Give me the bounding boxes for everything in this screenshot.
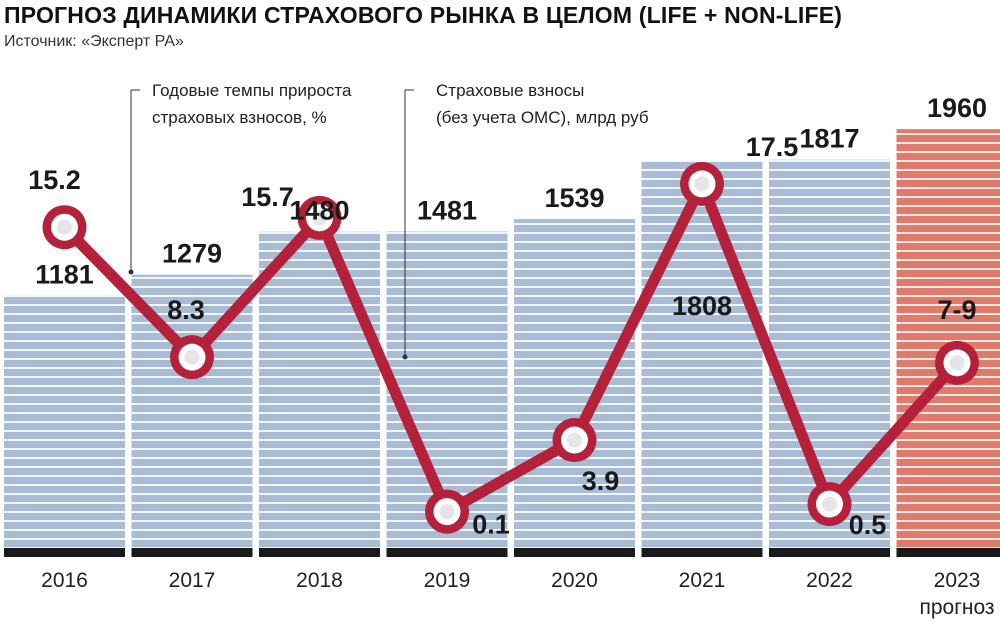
x-tick-2022: 2022: [806, 569, 853, 592]
bar-base-2021: [641, 548, 763, 557]
x-tick-2021: 2021: [679, 569, 726, 592]
bar-label-2023: 1960: [927, 93, 987, 123]
legend-line-name-2: страховых взносов, %: [152, 108, 327, 127]
bar-label-2022: 1817: [799, 124, 859, 154]
x-axis: 2016 2017 2018 2019 2020 2021 2022 2023 прогноз: [41, 569, 994, 619]
x-tick-2019: 2019: [424, 569, 471, 592]
line-label-2023: 7-9: [937, 295, 976, 325]
bar-label-2019: 1481: [417, 196, 477, 226]
line-label-2019: 0.1: [472, 510, 510, 540]
x-tick-2018: 2018: [296, 569, 343, 592]
bar-2022: [769, 159, 890, 549]
line-point-2021: [680, 161, 724, 206]
line-label-2016: 15.2: [28, 165, 81, 195]
bar-base-2017: [131, 548, 253, 557]
line-point-2016: [42, 205, 87, 250]
legend-line-name-1: Годовые темпы прироста: [152, 81, 352, 100]
chart-title: ПРОГНОЗ ДИНАМИКИ СТРАХОВОГО РЫНКА В ЦЕЛО…: [4, 2, 843, 28]
line-label-2021: 17.5: [746, 132, 799, 162]
bar-label-2018: 1480: [289, 196, 349, 226]
bar-2021: [641, 161, 763, 548]
growth-line: [59, 178, 963, 518]
bar-label-2017: 1279: [162, 239, 222, 269]
line-point-2019: [425, 489, 469, 534]
x-tick-2016: 2016: [41, 569, 88, 592]
labels-layer: 1181 1279 1480 1481 1539 1808 1817 1960 15.2 8.3 1…: [28, 93, 987, 540]
legend-line-series: Годовые темпы прироста страховых взносов…: [128, 81, 352, 275]
bar-label-2021: 1808: [672, 291, 732, 321]
line-layer: [42, 161, 979, 534]
x-tick-2023: 2023: [934, 569, 981, 592]
bar-base-2018: [259, 548, 380, 557]
line-label-2018: 15.7: [241, 182, 294, 212]
bar-base-2022: [769, 548, 890, 557]
legend-bar-leader-dot: [402, 354, 408, 360]
x-tick-2020: 2020: [551, 569, 598, 592]
legend-line-leader-dot: [128, 269, 134, 275]
bar-base-2016: [4, 548, 125, 557]
bar-2018: [259, 231, 380, 548]
x-tick-sublabel-2023: прогноз: [919, 596, 994, 619]
bar-base-2020: [514, 548, 635, 557]
line-point-2017: [170, 335, 214, 380]
line-point-2022: [807, 482, 852, 527]
bar-2020: [514, 219, 635, 548]
legend-layer: Годовые темпы прироста страховых взносов…: [128, 81, 649, 360]
legend-bar-name-1: Страховые взносы: [436, 81, 584, 100]
bar-2016: [4, 295, 125, 548]
line-label-2022: 0.5: [849, 510, 887, 540]
bar-label-2016: 1181: [35, 260, 94, 290]
bar-label-2020: 1539: [544, 183, 604, 213]
baseline-layer: [4, 548, 1000, 557]
bar-stripes: [4, 295, 125, 548]
line-label-2017: 8.3: [167, 295, 205, 325]
bar-2023: [896, 129, 1000, 548]
bar-base-2023: [896, 548, 1000, 557]
line-label-2020: 3.9: [582, 466, 620, 496]
bar-base-2019: [386, 548, 508, 557]
legend-bar-series: Страховые взносы (без учета ОМС), млрд р…: [402, 81, 649, 360]
bar-stripes: [514, 219, 635, 548]
legend-bar-name-2: (без учета ОМС), млрд руб: [436, 108, 649, 127]
bar-stripes: [641, 161, 763, 548]
x-tick-2017: 2017: [169, 569, 216, 592]
line-point-2020: [552, 418, 597, 463]
line-point-2023: [935, 340, 979, 385]
line-point-2018: [297, 195, 342, 240]
bar-stripes: [259, 231, 380, 548]
bar-stripes: [896, 129, 1000, 548]
source-note: Источник: «Эксперт РА»: [4, 33, 184, 50]
